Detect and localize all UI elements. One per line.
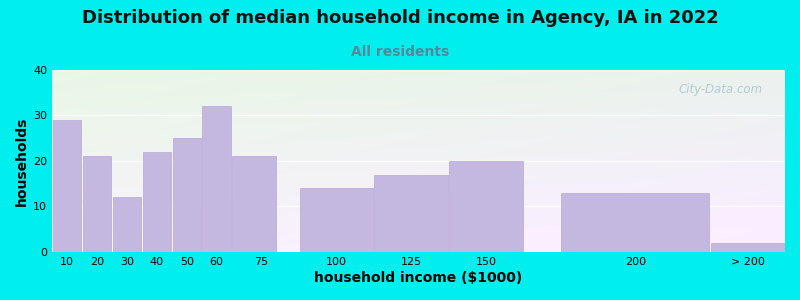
Bar <box>300 188 373 252</box>
Bar <box>173 138 201 252</box>
Bar <box>450 161 522 252</box>
Bar <box>142 152 171 252</box>
X-axis label: household income ($1000): household income ($1000) <box>314 271 522 285</box>
Y-axis label: households: households <box>15 116 29 206</box>
Bar <box>83 156 111 252</box>
Text: City-Data.com: City-Data.com <box>679 83 763 96</box>
Text: All residents: All residents <box>351 45 449 59</box>
Bar <box>202 106 231 252</box>
Text: Distribution of median household income in Agency, IA in 2022: Distribution of median household income … <box>82 9 718 27</box>
Bar <box>113 197 141 252</box>
Bar <box>711 243 784 252</box>
Bar <box>374 175 448 252</box>
Bar <box>53 120 82 252</box>
Bar <box>562 193 710 252</box>
Bar <box>232 156 276 252</box>
